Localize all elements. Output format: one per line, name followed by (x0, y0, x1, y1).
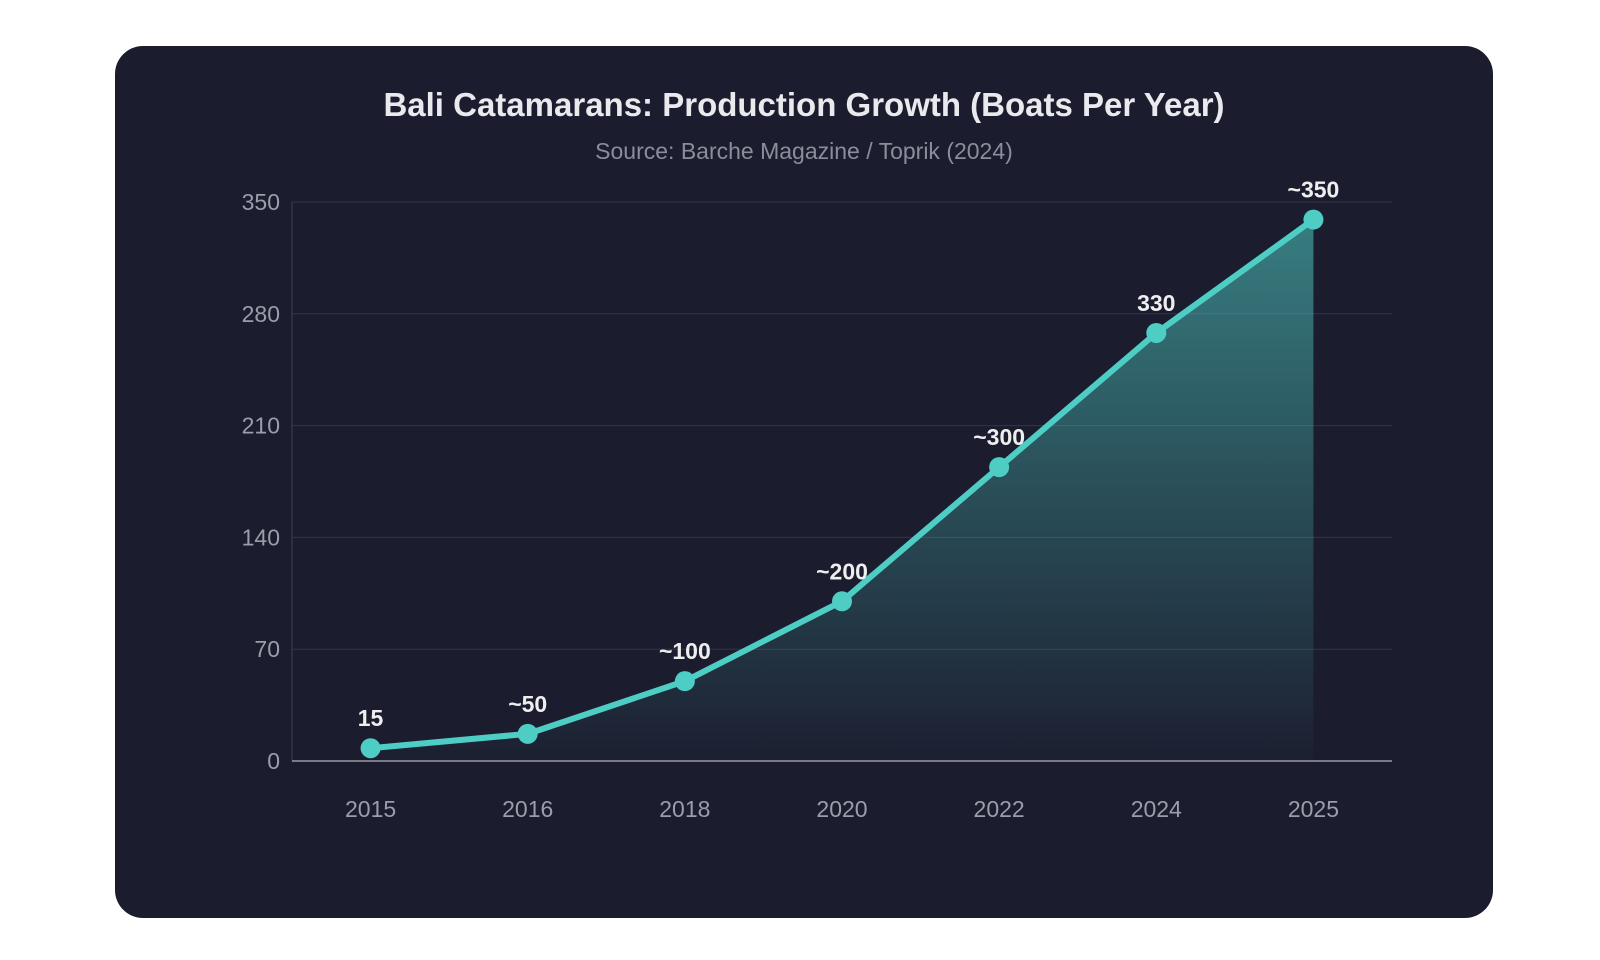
x-tick-label: 2018 (659, 796, 710, 822)
data-label: ~100 (659, 638, 711, 664)
x-tick-label: 2016 (502, 796, 553, 822)
y-tick-label: 210 (242, 413, 280, 439)
chart-title: Bali Catamarans: Production Growth (Boat… (383, 86, 1225, 123)
data-label: 330 (1137, 290, 1175, 316)
chart-plot: 0 70 140 210 280 350 2015 2016 2018 2020 2022 2024 2… (242, 177, 1392, 822)
y-tick-label: 350 (242, 189, 280, 215)
data-point (1303, 209, 1324, 230)
data-label: ~300 (973, 424, 1025, 450)
data-point (674, 671, 695, 692)
data-label: 15 (358, 705, 384, 731)
data-label: ~350 (1288, 177, 1340, 203)
x-tick-label: 2024 (1131, 796, 1182, 822)
x-tick-label: 2020 (816, 796, 867, 822)
y-tick-label: 280 (242, 301, 280, 327)
data-label: ~200 (816, 558, 868, 584)
data-point (989, 457, 1010, 478)
series-area (370, 219, 1314, 761)
x-tick-label: 2022 (974, 796, 1025, 822)
data-label: ~50 (508, 691, 547, 717)
x-tick-label: 2025 (1288, 796, 1339, 822)
data-point (360, 738, 381, 759)
x-tick-label: 2015 (345, 796, 396, 822)
data-point (1146, 322, 1167, 343)
y-tick-label: 0 (267, 748, 280, 774)
chart-subtitle: Source: Barche Magazine / Toprik (2024) (595, 138, 1013, 164)
chart-card: Bali Catamarans: Production Growth (Boat… (115, 46, 1493, 918)
y-tick-label: 70 (254, 636, 280, 662)
data-point (517, 723, 538, 744)
data-point (832, 591, 852, 612)
y-tick-label: 140 (242, 524, 280, 550)
